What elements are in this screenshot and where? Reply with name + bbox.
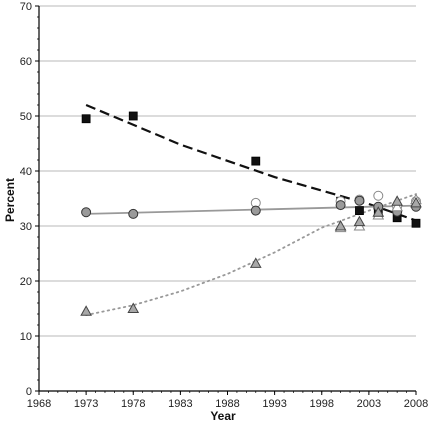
x-tick-label: 1988 (215, 398, 239, 410)
y-tick-label: 20 (20, 276, 32, 288)
x-tick-label: 1968 (27, 398, 51, 410)
axes (35, 5, 417, 395)
data-point-triangle-filled (334, 219, 347, 231)
y-tick-label: 30 (20, 221, 32, 233)
x-tick-label: 1973 (74, 398, 98, 410)
x-tick-label: 1993 (262, 398, 286, 410)
x-tick-label: 1998 (310, 398, 334, 410)
x-tick-label: 1978 (121, 398, 145, 410)
data-point-square-filled (128, 111, 138, 121)
data-point-triangle-filled (410, 196, 422, 208)
x-axis-label: Year (210, 409, 236, 423)
y-tick-label: 60 (20, 56, 32, 68)
y-tick-labels: 0 10 20 30 40 50 60 70 (20, 1, 32, 398)
x-tick-label: 1983 (168, 398, 192, 410)
data-point-triangle-filled (353, 215, 366, 227)
data-point-triangle-filled (80, 305, 92, 316)
gridlines (39, 5, 416, 337)
x-tick-label: 2008 (404, 398, 428, 410)
data-point-circle-open (373, 190, 384, 201)
data-point-square-filled (251, 156, 261, 166)
trend-line-dashed (85, 103, 417, 222)
data-points (80, 111, 422, 316)
y-tick-label: 40 (20, 166, 32, 178)
data-point-circle-filled (250, 205, 261, 216)
x-tick-label: 2003 (357, 398, 381, 410)
data-point-circle-filled (128, 208, 139, 219)
data-point-triangle-filled (249, 257, 262, 268)
y-tick-label: 0 (26, 386, 32, 398)
y-tick-label: 50 (20, 111, 32, 123)
y-tick-label: 70 (20, 1, 32, 13)
data-point-square-filled (411, 218, 421, 228)
y-tick-label: 10 (20, 331, 32, 343)
data-point-triangle-open (391, 200, 403, 212)
data-point-circle-filled (354, 195, 365, 206)
data-point-triangle-filled (127, 302, 140, 313)
data-point-circle-filled (335, 200, 346, 211)
trend-line-dotted (85, 193, 417, 317)
data-point-square-filled (81, 114, 91, 124)
data-point-triangle-filled (372, 206, 385, 217)
data-point-circle-filled (81, 207, 92, 218)
y-axis-label: Percent (3, 178, 17, 222)
data-point-square-filled (355, 206, 364, 216)
data-point-triangle-filled (391, 195, 403, 206)
x-tick-labels: 1968 1973 1978 1983 1988 1993 1998 2003 2008 (27, 398, 428, 410)
